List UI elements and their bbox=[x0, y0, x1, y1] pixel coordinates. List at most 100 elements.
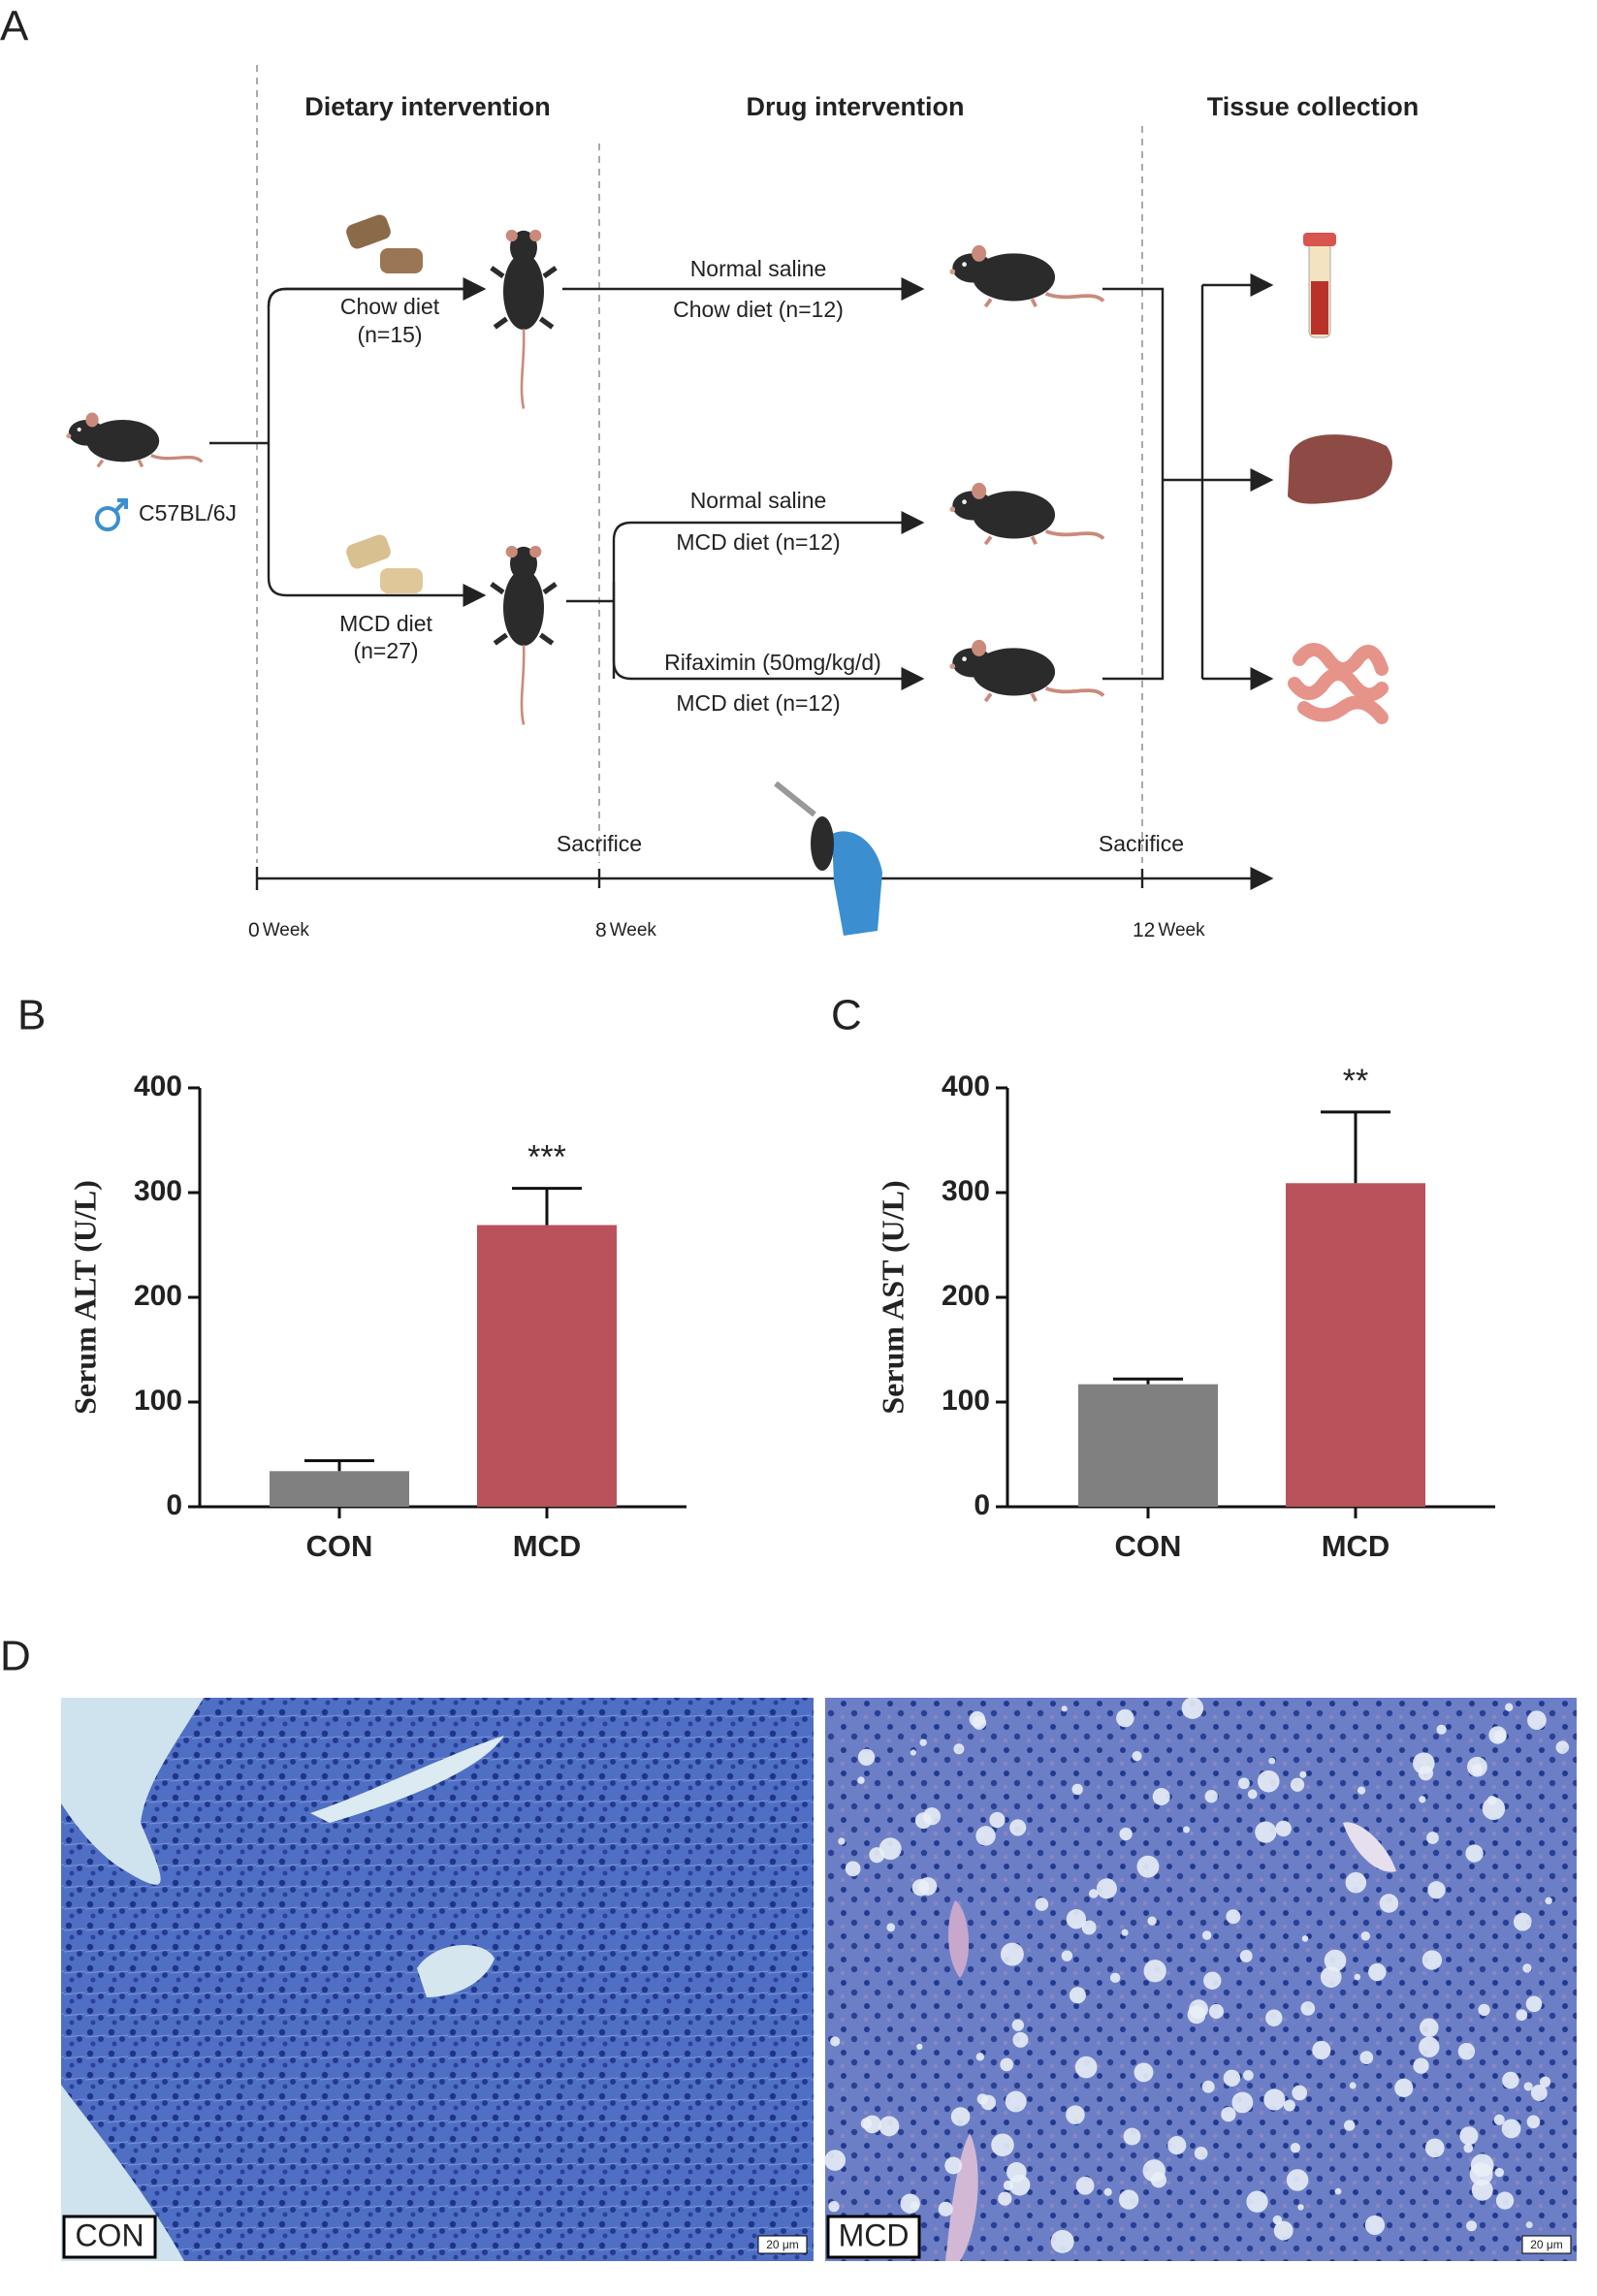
diet: MCD diet (n=12) bbox=[676, 690, 840, 716]
x-tick-label: MCD bbox=[1322, 1529, 1390, 1563]
lipid-droplet bbox=[1152, 1788, 1170, 1805]
mouse-icon bbox=[492, 230, 557, 409]
lipid-droplet bbox=[1354, 1973, 1361, 1981]
lipid-droplet bbox=[845, 1861, 861, 1877]
lipid-droplet bbox=[1540, 2076, 1551, 2088]
lipid-droplet bbox=[1426, 1832, 1439, 1844]
scale-bar bbox=[757, 2235, 808, 2254]
bar bbox=[1078, 1384, 1218, 1507]
timeline-tick bbox=[255, 867, 1144, 890]
lipid-droplet bbox=[1238, 1777, 1250, 1790]
lipid-droplet bbox=[1275, 1820, 1292, 1837]
y-tick-label: 300 bbox=[942, 1175, 990, 1207]
lipid-droplet bbox=[1482, 1797, 1506, 1821]
lipid-droplet bbox=[1297, 2204, 1304, 2211]
lipid-droplet bbox=[1290, 2143, 1301, 2153]
lipid-droplet bbox=[1494, 2167, 1505, 2178]
panel-label: C bbox=[831, 992, 862, 1039]
lipid-droplet bbox=[1334, 2187, 1342, 2195]
lipid-droplet bbox=[1357, 1786, 1366, 1795]
lipid-droplet bbox=[1545, 1897, 1552, 1905]
lipid-droplet bbox=[886, 1923, 896, 1932]
injection-icon bbox=[774, 781, 882, 936]
group-n: (n=27) bbox=[353, 638, 418, 663]
lipid-droplet bbox=[1118, 2189, 1139, 2210]
lipid-droplet bbox=[1071, 1783, 1083, 1796]
image-label-box bbox=[62, 2215, 157, 2259]
micrograph bbox=[61, 1698, 814, 2261]
lipid-droplet bbox=[1299, 1770, 1307, 1778]
lipid-droplet bbox=[944, 2156, 963, 2175]
male-symbol bbox=[95, 498, 128, 531]
lipid-droplet bbox=[878, 2116, 900, 2137]
lipid-droplet bbox=[1421, 1950, 1443, 1970]
lipid-droplet bbox=[1223, 2069, 1241, 2088]
mouse-icon bbox=[947, 242, 1105, 309]
diet: Chow diet (n=12) bbox=[673, 297, 844, 322]
lipid-droplet bbox=[1360, 1930, 1371, 1941]
week-number: 0 bbox=[248, 919, 260, 941]
error-bar bbox=[512, 1187, 582, 1226]
image-label: MCD bbox=[839, 2217, 910, 2252]
lipid-droplet bbox=[1436, 1724, 1447, 1735]
lipid-droplet bbox=[953, 1743, 965, 1755]
image-label: CON bbox=[75, 2217, 144, 2252]
lipid-droplet bbox=[1204, 1790, 1218, 1803]
time-label: 0 Week bbox=[248, 919, 309, 941]
lipid-droplet bbox=[1488, 1726, 1507, 1744]
lipid-droplet bbox=[1257, 1770, 1280, 1793]
image-label-box bbox=[826, 2215, 921, 2259]
lipid-droplet bbox=[1359, 2051, 1374, 2065]
lipid-droplet bbox=[1150, 2172, 1166, 2188]
lipid-droplet bbox=[1413, 2057, 1429, 2074]
lipid-droplet bbox=[1301, 1935, 1309, 1942]
lipid-droplet bbox=[1427, 1881, 1446, 1899]
mouse-icon bbox=[947, 480, 1105, 547]
lipid-droplet bbox=[1465, 1844, 1484, 1863]
lipid-droplet bbox=[1424, 2138, 1445, 2158]
panel-label: D bbox=[0, 1633, 31, 1680]
y-tick-label: 400 bbox=[942, 1070, 990, 1102]
lipid-droplet bbox=[1231, 2091, 1254, 2114]
arrow bbox=[612, 582, 925, 690]
lipid-droplet bbox=[1286, 2169, 1309, 2191]
lipid-droplet bbox=[1495, 2191, 1515, 2210]
lipid-droplet bbox=[1008, 2174, 1031, 2196]
lipid-droplet bbox=[1247, 1789, 1258, 1800]
lipid-droplet bbox=[1132, 1751, 1142, 1762]
lipid-droplet bbox=[1136, 1855, 1160, 1878]
lipid-droplet bbox=[1181, 1697, 1204, 1719]
lipid-droplet bbox=[1075, 2176, 1095, 2195]
lipid-droplet bbox=[1096, 1878, 1117, 1899]
group-label: Chow diet bbox=[340, 294, 440, 319]
week-number: 8 bbox=[595, 919, 607, 941]
lipid-droplet bbox=[1513, 1912, 1532, 1931]
lipid-droplet bbox=[857, 1776, 865, 1784]
micrograph bbox=[824, 1697, 1577, 2261]
lipid-droplet bbox=[1265, 2009, 1283, 2026]
lipid-droplet bbox=[1344, 2120, 1356, 2131]
time-label: 12 Week bbox=[1133, 919, 1205, 941]
lipid-droplet bbox=[1109, 1972, 1121, 1984]
lipid-droplet bbox=[969, 1710, 986, 1728]
lipid-droplet bbox=[1292, 2085, 1308, 2101]
treatment: Rifaximin (50mg/kg/d) bbox=[664, 650, 881, 675]
lipid-droplet bbox=[1502, 2071, 1519, 2089]
lipid-droplet bbox=[1116, 1708, 1134, 1728]
mouse-icon bbox=[492, 546, 557, 725]
scale-bar bbox=[1521, 2235, 1572, 2254]
lipid-droplet bbox=[1463, 2143, 1474, 2153]
header: Drug intervention bbox=[746, 92, 964, 121]
lipid-droplet bbox=[1239, 1949, 1253, 1962]
lipid-droplet bbox=[914, 1812, 932, 1830]
lipid-droplet bbox=[1134, 2062, 1154, 2083]
branch-arrow bbox=[267, 277, 487, 307]
lipid-droplet bbox=[1187, 2005, 1206, 2025]
lipid-droplet bbox=[1221, 2106, 1236, 2122]
lipid-droplet bbox=[1379, 1894, 1399, 1913]
lipid-droplet bbox=[1527, 1710, 1547, 1730]
lipid-droplet bbox=[1312, 2040, 1331, 2059]
lipid-droplet bbox=[1011, 2019, 1025, 2031]
header: Tissue collection bbox=[1207, 92, 1420, 121]
